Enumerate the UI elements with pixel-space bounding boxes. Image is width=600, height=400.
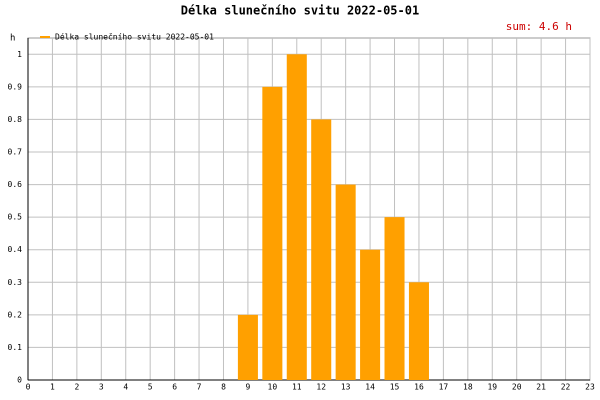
y-axis-label: h [10,34,15,44]
y-tick-label: 0 [17,376,22,385]
x-tick-label: 2 [74,383,79,392]
x-tick-label: 0 [26,383,31,392]
bar [286,54,307,381]
x-tick-label: 15 [390,383,400,392]
y-tick-label: 0.2 [8,310,23,319]
y-tick-label: 0.4 [8,245,23,254]
x-tick-label: 20 [512,383,522,392]
x-tick-label: 12 [316,383,326,392]
bar [335,184,356,380]
x-tick-label: 8 [221,383,226,392]
y-tick-label: 0.5 [8,213,23,222]
bar [237,314,258,380]
x-tick-label: 21 [536,383,546,392]
x-tick-label: 14 [365,383,375,392]
bar [262,86,283,380]
y-tick-label: 0.7 [8,148,23,157]
x-tick-label: 10 [268,383,278,392]
y-tick-label: 0.9 [8,82,23,91]
y-tick-label: 0.8 [8,115,23,124]
chart-title: Délka slunečního svitu 2022-05-01 [181,4,419,18]
x-tick-label: 23 [585,383,595,392]
plot-area [27,37,591,381]
bar [311,119,332,380]
x-tick-label: 4 [123,383,128,392]
bar [360,249,381,380]
sum-annotation: sum: 4.6 h [506,20,572,33]
x-tick-label: 6 [172,383,177,392]
x-tick-label: 5 [148,383,153,392]
bar [384,217,405,380]
x-tick-label: 11 [292,383,302,392]
y-tick-label: 0.6 [8,180,23,189]
x-tick-label: 9 [245,383,250,392]
x-tick-label: 13 [341,383,351,392]
x-tick-label: 22 [561,383,571,392]
y-tick-label: 0.1 [8,343,23,352]
legend-label: Délka slunečního svitu 2022-05-01 [55,32,214,42]
x-tick-label: 7 [197,383,202,392]
bar [408,282,429,380]
x-tick-label: 3 [99,383,104,392]
x-tick-label: 16 [414,383,424,392]
x-tick-label: 18 [463,383,473,392]
x-tick-label: 19 [487,383,497,392]
x-tick-label: 17 [439,383,449,392]
y-tick-label: 0.3 [8,278,23,287]
y-tick-label: 1 [17,50,22,59]
x-tick-label: 1 [50,383,55,392]
